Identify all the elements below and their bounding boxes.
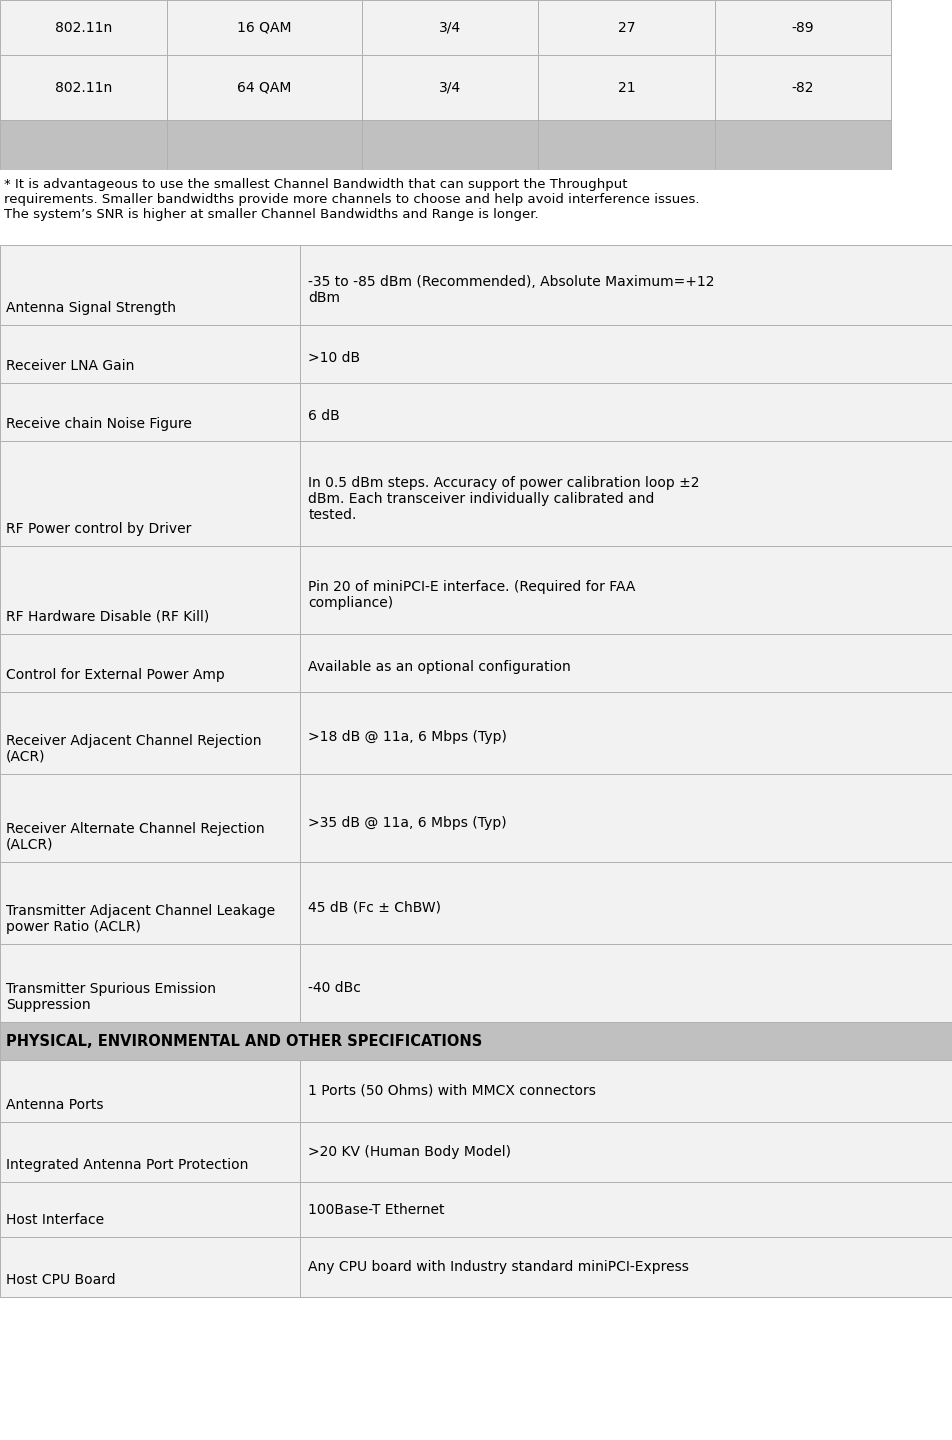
Text: -40 dBc: -40 dBc	[307, 981, 361, 995]
Bar	[167, 55, 362, 120]
Bar	[300, 1182, 952, 1237]
Bar	[0, 546, 300, 634]
Bar	[300, 1122, 952, 1182]
Bar	[300, 245, 952, 325]
Text: Control for External Power Amp: Control for External Power Amp	[6, 668, 225, 683]
Bar	[362, 55, 538, 120]
Text: RF Power control by Driver: RF Power control by Driver	[6, 521, 191, 536]
Bar	[300, 775, 952, 863]
Bar	[0, 120, 167, 170]
Text: Host CPU Board: Host CPU Board	[6, 1273, 115, 1287]
Text: 16 QAM: 16 QAM	[237, 20, 291, 35]
Text: >20 KV (Human Body Model): >20 KV (Human Body Model)	[307, 1145, 510, 1159]
Text: -82: -82	[791, 81, 813, 95]
Bar	[167, 0, 362, 55]
Text: Transmitter Adjacent Channel Leakage
power Ratio (ACLR): Transmitter Adjacent Channel Leakage pow…	[6, 904, 275, 935]
Bar	[538, 55, 714, 120]
Bar	[0, 170, 952, 245]
Bar	[0, 1060, 300, 1122]
Bar	[0, 383, 300, 441]
Text: * It is advantageous to use the smallest Channel Bandwidth that can support the : * It is advantageous to use the smallest…	[4, 179, 699, 220]
Text: >35 dB @ 11a, 6 Mbps (Typ): >35 dB @ 11a, 6 Mbps (Typ)	[307, 815, 506, 829]
Text: 802.11n: 802.11n	[54, 20, 112, 35]
Bar	[0, 0, 167, 55]
Bar	[167, 120, 362, 170]
Bar	[714, 55, 890, 120]
Text: Receive chain Noise Figure: Receive chain Noise Figure	[6, 418, 191, 431]
Bar	[362, 0, 538, 55]
Text: Receiver Adjacent Channel Rejection
(ACR): Receiver Adjacent Channel Rejection (ACR…	[6, 734, 261, 765]
Bar	[0, 55, 167, 120]
Bar	[0, 863, 300, 945]
Bar	[0, 693, 300, 775]
Text: Transmitter Spurious Emission
Suppression: Transmitter Spurious Emission Suppressio…	[6, 982, 216, 1012]
Bar	[300, 441, 952, 546]
Bar	[300, 383, 952, 441]
Bar	[0, 325, 300, 383]
Bar	[300, 546, 952, 634]
Bar	[714, 120, 890, 170]
Bar	[0, 1122, 300, 1182]
Bar	[0, 1237, 300, 1297]
Bar	[300, 325, 952, 383]
Text: Receiver Alternate Channel Rejection
(ALCR): Receiver Alternate Channel Rejection (AL…	[6, 822, 265, 852]
Bar	[300, 693, 952, 775]
Bar	[0, 775, 300, 863]
Text: 6 dB: 6 dB	[307, 409, 340, 423]
Text: >10 dB: >10 dB	[307, 351, 360, 366]
Bar	[0, 245, 300, 325]
Text: Integrated Antenna Port Protection: Integrated Antenna Port Protection	[6, 1158, 248, 1172]
Bar	[538, 0, 714, 55]
Text: -89: -89	[791, 20, 813, 35]
Text: Antenna Ports: Antenna Ports	[6, 1097, 104, 1112]
Text: Host Interface: Host Interface	[6, 1212, 104, 1227]
Text: 100Base-T Ethernet: 100Base-T Ethernet	[307, 1202, 445, 1217]
Text: 27: 27	[617, 20, 635, 35]
Bar	[0, 441, 300, 546]
Bar	[300, 634, 952, 693]
Text: -35 to -85 dBm (Recommended), Absolute Maximum=+12
dBm: -35 to -85 dBm (Recommended), Absolute M…	[307, 275, 714, 305]
Bar	[0, 1022, 952, 1060]
Bar	[538, 120, 714, 170]
Bar	[0, 945, 300, 1022]
Text: 3/4: 3/4	[439, 81, 461, 95]
Bar	[0, 634, 300, 693]
Text: Antenna Signal Strength: Antenna Signal Strength	[6, 301, 176, 315]
Text: 45 dB (Fc ± ChBW): 45 dB (Fc ± ChBW)	[307, 900, 441, 914]
Bar	[300, 945, 952, 1022]
Text: 21: 21	[617, 81, 635, 95]
Text: RF Hardware Disable (RF Kill): RF Hardware Disable (RF Kill)	[6, 611, 209, 624]
Text: 802.11n: 802.11n	[54, 81, 112, 95]
Bar	[300, 1060, 952, 1122]
Text: 64 QAM: 64 QAM	[237, 81, 291, 95]
Bar	[714, 0, 890, 55]
Bar	[362, 120, 538, 170]
Text: Receiver LNA Gain: Receiver LNA Gain	[6, 359, 134, 373]
Text: 3/4: 3/4	[439, 20, 461, 35]
Text: >18 dB @ 11a, 6 Mbps (Typ): >18 dB @ 11a, 6 Mbps (Typ)	[307, 730, 506, 744]
Bar	[0, 1182, 300, 1237]
Text: 1 Ports (50 Ohms) with MMCX connectors: 1 Ports (50 Ohms) with MMCX connectors	[307, 1084, 595, 1097]
Text: Available as an optional configuration: Available as an optional configuration	[307, 661, 570, 674]
Text: PHYSICAL, ENVIRONMENTAL AND OTHER SPECIFICATIONS: PHYSICAL, ENVIRONMENTAL AND OTHER SPECIF…	[6, 1034, 482, 1048]
Text: Pin 20 of miniPCI-E interface. (Required for FAA
compliance): Pin 20 of miniPCI-E interface. (Required…	[307, 580, 635, 611]
Bar	[300, 863, 952, 945]
Text: In 0.5 dBm steps. Accuracy of power calibration loop ±2
dBm. Each transceiver in: In 0.5 dBm steps. Accuracy of power cali…	[307, 477, 699, 523]
Text: Any CPU board with Industry standard miniPCI-Express: Any CPU board with Industry standard min…	[307, 1260, 688, 1274]
Bar	[300, 1237, 952, 1297]
